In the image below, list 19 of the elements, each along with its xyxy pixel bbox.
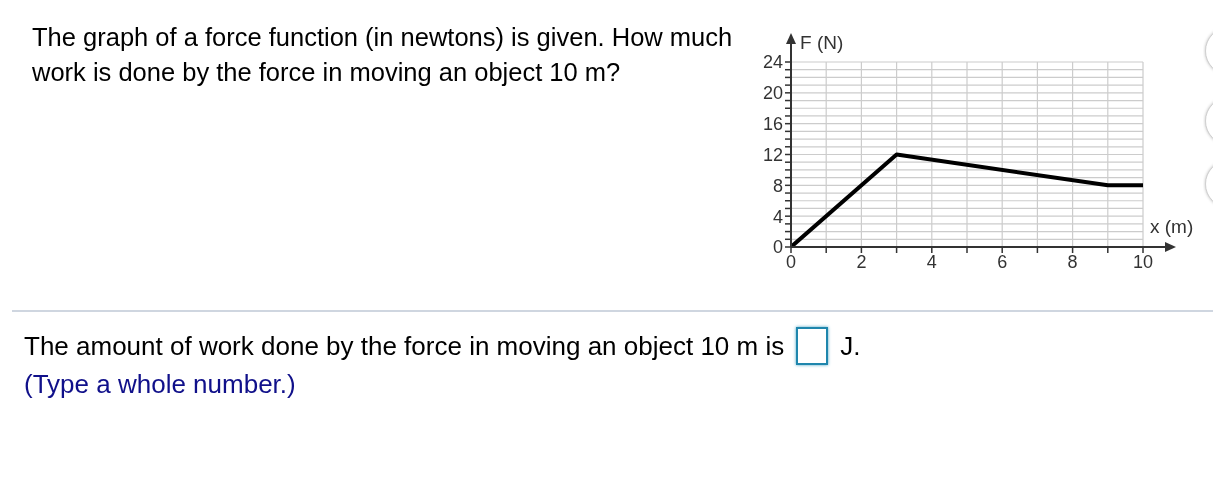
y-tick-label: 12 [762,144,783,165]
x-tick-label: 6 [997,251,1008,272]
y-tick-label: 0 [772,237,783,258]
text: The amount of work done by the force in moving an object 10 m is [24,330,785,362]
text: (Type a whole number.) [24,369,296,399]
y-tick-label: 8 [772,175,783,196]
y-tick-label: 4 [772,206,783,227]
text: The graph of a force function (in newtons) is given. How much work is done by the force in moving an object 10 m? [32,23,733,86]
y-axis-title: F (N) [800,31,844,53]
x-tick-label: 0 [785,251,797,272]
y-tick-label: 24 [762,52,783,73]
x-tick-label: 4 [926,251,937,272]
x-tick-label: 8 [1067,251,1078,272]
y-tick-label: 20 [762,83,783,104]
x-tick-label: 2 [856,251,867,272]
x-tick-label: 10 [1132,251,1154,272]
text: J. [840,330,861,362]
y-tick-label: 16 [762,114,783,135]
x-axis-title: x (m) [1150,215,1194,237]
